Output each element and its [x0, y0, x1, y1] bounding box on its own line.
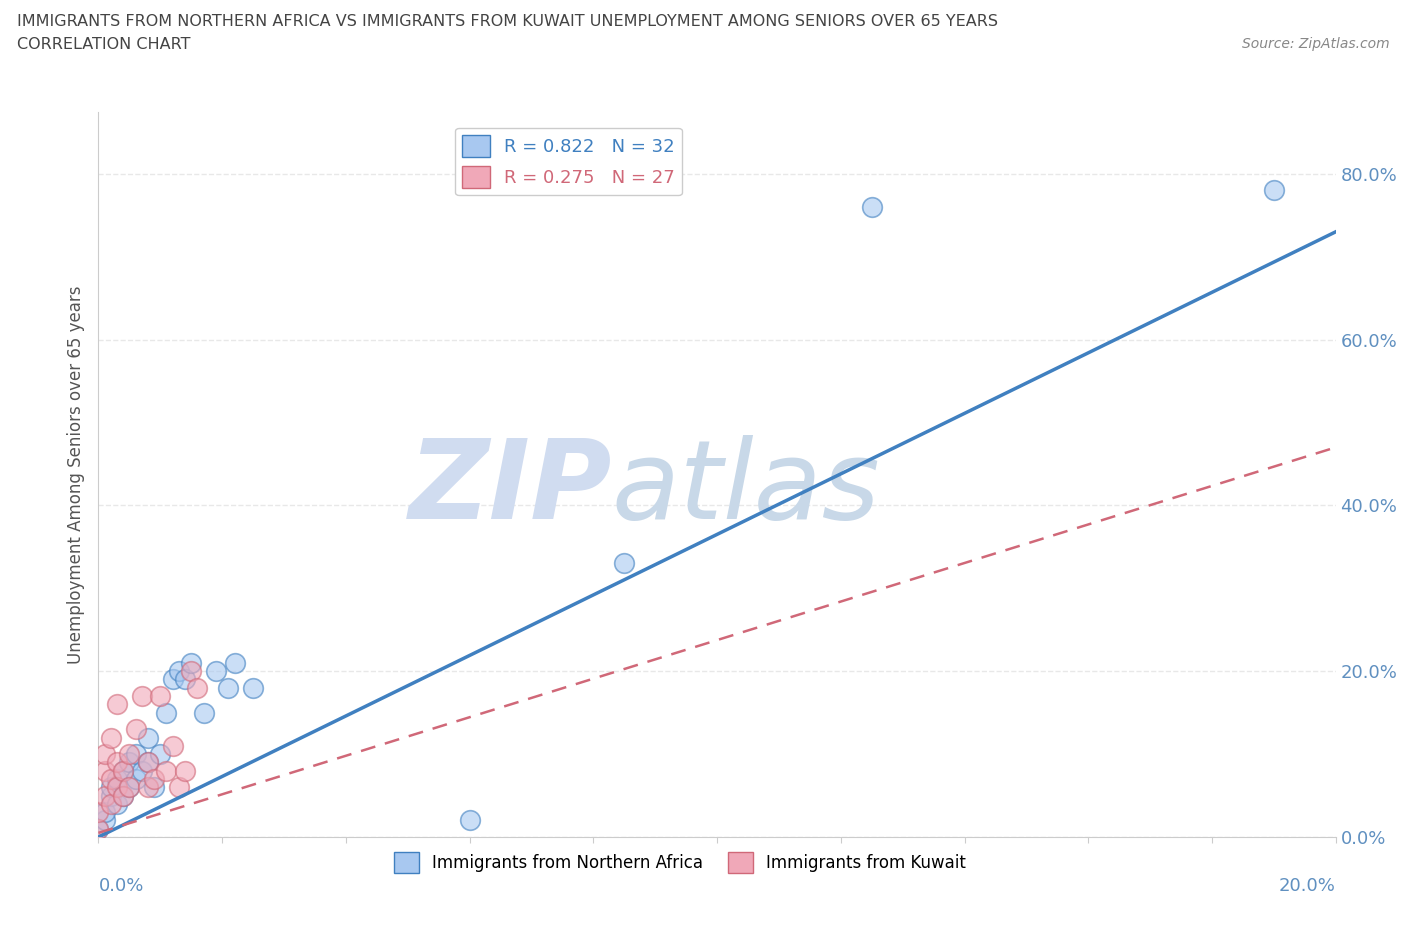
Point — [105, 780, 128, 795]
Point — [143, 772, 166, 787]
Point — [136, 780, 159, 795]
Point — [458, 813, 481, 828]
Point — [136, 755, 159, 770]
Point — [112, 764, 135, 778]
Y-axis label: Unemployment Among Seniors over 65 years: Unemployment Among Seniors over 65 years — [66, 286, 84, 663]
Point — [224, 656, 246, 671]
Point — [105, 796, 128, 811]
Point — [105, 755, 128, 770]
Point — [93, 813, 115, 828]
Point — [143, 780, 166, 795]
Point — [93, 804, 115, 819]
Point — [105, 772, 128, 787]
Point — [186, 681, 208, 696]
Point — [205, 664, 228, 679]
Point — [149, 688, 172, 703]
Point — [100, 796, 122, 811]
Point — [155, 764, 177, 778]
Point — [136, 730, 159, 745]
Text: ZIP: ZIP — [408, 435, 612, 542]
Point — [124, 747, 146, 762]
Text: atlas: atlas — [612, 435, 880, 542]
Text: Source: ZipAtlas.com: Source: ZipAtlas.com — [1241, 37, 1389, 51]
Point — [112, 788, 135, 803]
Point — [105, 697, 128, 711]
Point — [118, 747, 141, 762]
Point — [180, 656, 202, 671]
Point — [1263, 183, 1285, 198]
Point — [149, 747, 172, 762]
Point — [217, 681, 239, 696]
Text: CORRELATION CHART: CORRELATION CHART — [17, 37, 190, 52]
Point — [155, 705, 177, 720]
Point — [124, 772, 146, 787]
Point — [193, 705, 215, 720]
Point — [100, 788, 122, 803]
Point — [174, 672, 197, 687]
Point — [100, 772, 122, 787]
Point — [131, 764, 153, 778]
Point — [180, 664, 202, 679]
Point — [118, 780, 141, 795]
Text: 20.0%: 20.0% — [1279, 877, 1336, 895]
Point — [162, 738, 184, 753]
Point — [118, 755, 141, 770]
Point — [87, 821, 110, 836]
Point — [93, 788, 115, 803]
Point — [613, 556, 636, 571]
Point — [167, 664, 190, 679]
Point — [118, 780, 141, 795]
Text: 0.0%: 0.0% — [98, 877, 143, 895]
Legend: Immigrants from Northern Africa, Immigrants from Kuwait: Immigrants from Northern Africa, Immigra… — [387, 845, 973, 880]
Point — [100, 730, 122, 745]
Point — [174, 764, 197, 778]
Point — [112, 788, 135, 803]
Point — [93, 764, 115, 778]
Point — [93, 747, 115, 762]
Point — [167, 780, 190, 795]
Point — [242, 681, 264, 696]
Point — [112, 764, 135, 778]
Point — [860, 200, 883, 215]
Point — [162, 672, 184, 687]
Point — [124, 722, 146, 737]
Point — [136, 755, 159, 770]
Point — [100, 780, 122, 795]
Text: IMMIGRANTS FROM NORTHERN AFRICA VS IMMIGRANTS FROM KUWAIT UNEMPLOYMENT AMONG SEN: IMMIGRANTS FROM NORTHERN AFRICA VS IMMIG… — [17, 14, 998, 29]
Point — [131, 688, 153, 703]
Point — [87, 804, 110, 819]
Point — [87, 821, 110, 836]
